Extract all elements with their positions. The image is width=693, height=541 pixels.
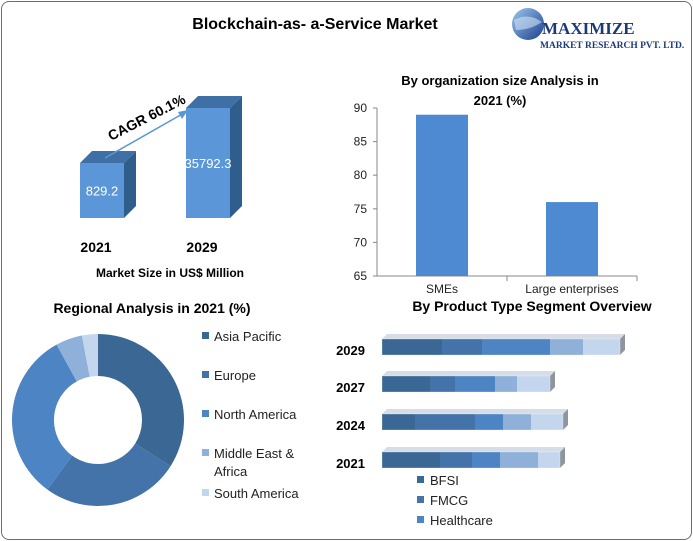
- market-bar-year-label: 2021: [80, 239, 111, 255]
- legend-swatch: [202, 371, 209, 378]
- legend-label: Asia Pacific: [214, 329, 282, 344]
- market-bar-value-label: 829.2: [86, 184, 119, 199]
- market-bar-side: [124, 151, 136, 218]
- legend-swatch: [202, 410, 209, 417]
- legend-label: South America: [214, 486, 299, 501]
- legend-swatch: [202, 489, 209, 496]
- product-row-label: 2024: [336, 418, 366, 433]
- product-segment: [382, 414, 415, 430]
- product-bar-top: [382, 371, 555, 376]
- legend-label: Africa: [214, 464, 248, 479]
- product-bar-outline: [381, 451, 561, 469]
- product-segment: [415, 414, 475, 430]
- product-bar-side: [560, 447, 565, 468]
- product-segment: [503, 414, 531, 430]
- product-segment: [442, 339, 482, 355]
- product-legend-label: FMCG: [430, 493, 468, 508]
- organization-size-chart: By organization size Analysis in 2021 (%…: [354, 73, 638, 296]
- product-legend-swatch: [417, 476, 424, 483]
- product-legend: BFSI FMCG Healthcare: [417, 473, 493, 528]
- product-segment: [382, 452, 440, 468]
- regional-donut-chart: [11, 334, 185, 506]
- cagr-arrow-line: [104, 112, 185, 159]
- org-bar-smes: [416, 114, 468, 276]
- donut-slice-asia-pacific: [98, 334, 185, 467]
- product-legend-swatch: [417, 516, 424, 523]
- org-chart-title-line2: 2021 (%): [474, 93, 527, 108]
- product-segment: [538, 452, 560, 468]
- regional-legend: Asia Pacific Europe North America Middle Ea…: [202, 329, 299, 501]
- product-legend-label: BFSI: [430, 473, 459, 488]
- cagr-arrow-head: [178, 110, 188, 119]
- market-bar-side: [230, 96, 242, 218]
- product-bar-side: [620, 334, 625, 355]
- org-bar-large-enterprises: [546, 202, 598, 276]
- market-bar-year-label: 2029: [186, 239, 217, 255]
- product-type-chart: 2029 2027 2024 2021: [336, 334, 625, 471]
- legend-label: North America: [214, 407, 297, 422]
- legend-swatch: [202, 332, 209, 339]
- product-legend-swatch: [417, 496, 424, 503]
- product-bar-top: [382, 447, 565, 452]
- product-bar-outline: [381, 338, 621, 356]
- product-chart-title: By Product Type Segment Overview: [412, 298, 651, 314]
- product-segment: [382, 339, 442, 355]
- product-bar-side: [563, 409, 568, 430]
- org-y-tick-label: 65: [354, 269, 368, 283]
- donut-slice-north-america: [11, 344, 77, 490]
- org-y-tick-label: 75: [354, 202, 368, 216]
- org-y-tick-label: 90: [354, 101, 368, 115]
- logo-sub: MARKET RESEARCH PVT. LTD.: [540, 41, 684, 51]
- logo: MAXIMIZE MARKET RESEARCH PVT. LTD.: [512, 8, 684, 51]
- product-bar-top: [382, 409, 568, 414]
- org-y-tick-label: 80: [354, 168, 368, 182]
- product-segment: [550, 339, 583, 355]
- legend-swatch: [202, 449, 209, 456]
- market-bar-2029: [186, 108, 230, 218]
- legend-label: Middle East &: [214, 446, 295, 461]
- product-segment: [495, 376, 517, 392]
- product-row-label: 2029: [336, 343, 365, 358]
- market-bar-value-label: 35792.3: [185, 156, 232, 171]
- regional-chart-title: Regional Analysis in 2021 (%): [53, 300, 250, 316]
- org-x-label: SMEs: [426, 282, 458, 296]
- org-x-label: Large enterprises: [525, 282, 618, 296]
- product-segment: [517, 376, 550, 392]
- product-segment: [382, 376, 430, 392]
- product-segment: [440, 452, 472, 468]
- product-bar-side: [550, 371, 555, 392]
- product-bar-outline: [381, 413, 564, 431]
- product-segment: [455, 376, 495, 392]
- donut-slice-europe: [47, 443, 171, 506]
- market-bar-top: [186, 96, 242, 108]
- product-segment: [482, 339, 550, 355]
- product-row-label: 2027: [336, 380, 365, 395]
- legend-label: Europe: [214, 368, 256, 383]
- main-title: Blockchain-as- a-Service Market: [192, 16, 438, 33]
- product-bar-outline: [381, 375, 551, 393]
- product-row-label: 2021: [336, 456, 365, 471]
- donut-slice-south-america: [81, 334, 98, 377]
- donut-slice-middle-east-africa: [56, 335, 90, 382]
- product-segment: [583, 339, 620, 355]
- logo-name: MAXIMIZE: [542, 19, 635, 38]
- product-segment: [500, 452, 538, 468]
- market-bar-2021: [80, 163, 124, 218]
- product-segment: [531, 414, 563, 430]
- org-y-tick-label: 85: [354, 135, 368, 149]
- product-legend-label: Healthcare: [430, 513, 493, 528]
- org-y-tick-label: 70: [354, 235, 368, 249]
- org-chart-title-line1: By organization size Analysis in: [401, 73, 599, 88]
- market-size-caption: Market Size in US$ Million: [96, 266, 244, 280]
- product-bar-top: [382, 334, 625, 339]
- product-segment: [472, 452, 500, 468]
- product-segment: [475, 414, 503, 430]
- product-segment: [430, 376, 455, 392]
